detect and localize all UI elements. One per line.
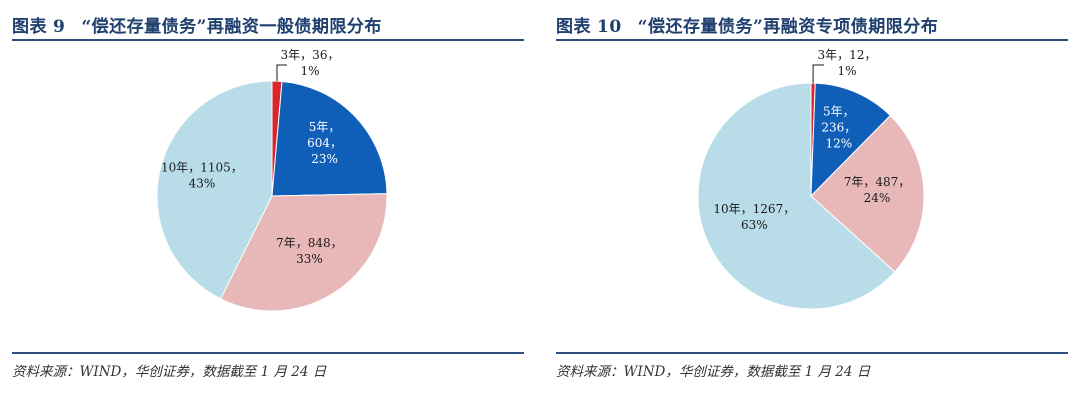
pie-slice-10年 <box>697 82 896 310</box>
data-label-3年: 3年，12， 1% <box>818 48 877 78</box>
data-label-7年: 7年，487， 24% <box>844 175 911 205</box>
figure-title-number: 10 <box>597 17 622 37</box>
figure-title-text: “偿还存量债务”再融资一般债期限分布 <box>81 17 382 37</box>
leader-line <box>276 64 287 82</box>
source-divider <box>12 352 524 354</box>
leader-line <box>812 64 824 83</box>
figure-title-number: 9 <box>53 17 66 37</box>
source-note: 资料来源：WIND，华创证券，数据截至 1 月 24 日 <box>556 364 871 380</box>
data-label-5年: 5年， 604， 23% <box>307 120 342 166</box>
pie-chart: 3年，36， 1% 5年， 604， 23% 7年，848， 33% 10年，1105， 43% <box>156 48 388 312</box>
data-label-5年: 5年， 236， 12% <box>821 105 856 151</box>
source-note: 资料来源：WIND，华创证券，数据截至 1 月 24 日 <box>12 364 327 380</box>
figure-title: 图表 10 “偿还存量债务”再融资专项债期限分布 <box>556 12 938 37</box>
figure-title-prefix: 图表 <box>556 17 591 37</box>
title-divider <box>12 39 524 41</box>
data-label-10年: 10年，1105， 43% <box>161 160 243 190</box>
pie-slice-7年 <box>219 193 388 312</box>
figure-title-text: “偿还存量债务”再融资专项债期限分布 <box>637 17 939 37</box>
pie-slice-5年 <box>271 80 388 197</box>
data-label-7年: 7年，848， 33% <box>276 236 343 266</box>
figure-title: 图表 9 “偿还存量债务”再融资一般债期限分布 <box>12 12 382 37</box>
pie-slice-7年 <box>810 114 925 273</box>
figure-10: 图表 10 “偿还存量债务”再融资专项债期限分布 3年，12， 1% 5年， 236， 12… <box>556 0 1068 401</box>
data-label-10年: 10年，1267， 63% <box>713 202 795 232</box>
source-divider <box>556 352 1068 354</box>
figure-9: 图表 9 “偿还存量债务”再融资一般债期限分布 3年，36， 1% 5年， 604， 23%… <box>12 0 524 401</box>
pie-slice-10年 <box>156 80 273 300</box>
title-divider <box>556 39 1068 41</box>
figure-title-prefix: 图表 <box>12 17 47 37</box>
pie-slice-5年 <box>810 82 892 198</box>
data-label-3年: 3年，36， 1% <box>281 48 340 78</box>
pie-chart: 3年，12， 1% 5年， 236， 12% 7年，487， 24% 10年，1267， 63% <box>697 48 925 310</box>
